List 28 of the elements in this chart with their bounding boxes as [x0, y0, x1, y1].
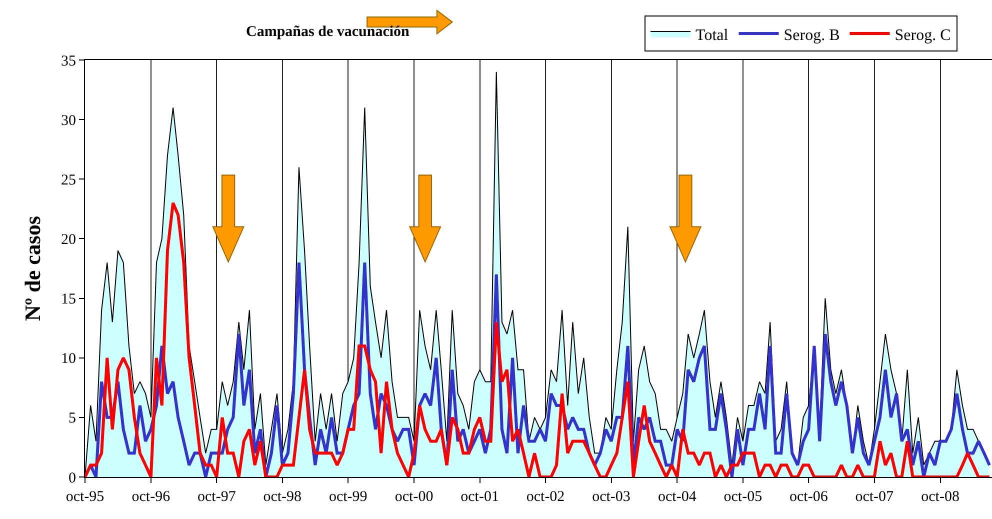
y-tick-label: 25	[61, 172, 76, 188]
x-tick-label: oct-02	[526, 489, 565, 505]
y-tick-label: 15	[61, 292, 76, 308]
legend-label: Serog. B	[784, 26, 840, 44]
legend-label: Total	[696, 26, 729, 44]
x-tick-label: oct-03	[592, 489, 630, 505]
legend-label: Serog. C	[894, 26, 951, 44]
text: Campañas de vacunación	[246, 24, 410, 40]
y-tick-label: 0	[68, 470, 76, 486]
y-axis-title: Nº de casos	[20, 216, 45, 322]
y-tick-label: 20	[61, 232, 76, 248]
x-tick-label: oct-05	[724, 489, 762, 505]
y-tick-label: 30	[61, 112, 76, 129]
x-tick-label: oct-07	[855, 489, 894, 505]
x-tick-label: oct-95	[66, 489, 104, 505]
y-tick-label: 5	[68, 410, 76, 427]
x-tick-label: oct-97	[197, 489, 236, 505]
x-tick-label: oct-99	[328, 489, 368, 505]
y-tick-label: 10	[61, 351, 76, 368]
x-tick-label: oct-98	[263, 489, 302, 505]
y-tick-label: 35	[61, 53, 76, 70]
x-tick-label: oct-00	[394, 489, 434, 505]
x-tick-label: oct-96	[132, 489, 171, 505]
x-tick-label: oct-08	[921, 489, 960, 505]
line-series	[85, 201, 991, 477]
x-tick-label: oct-01	[460, 489, 499, 505]
x-tick-label: oct-06	[789, 489, 828, 505]
x-tick-label: oct-04	[658, 489, 697, 505]
